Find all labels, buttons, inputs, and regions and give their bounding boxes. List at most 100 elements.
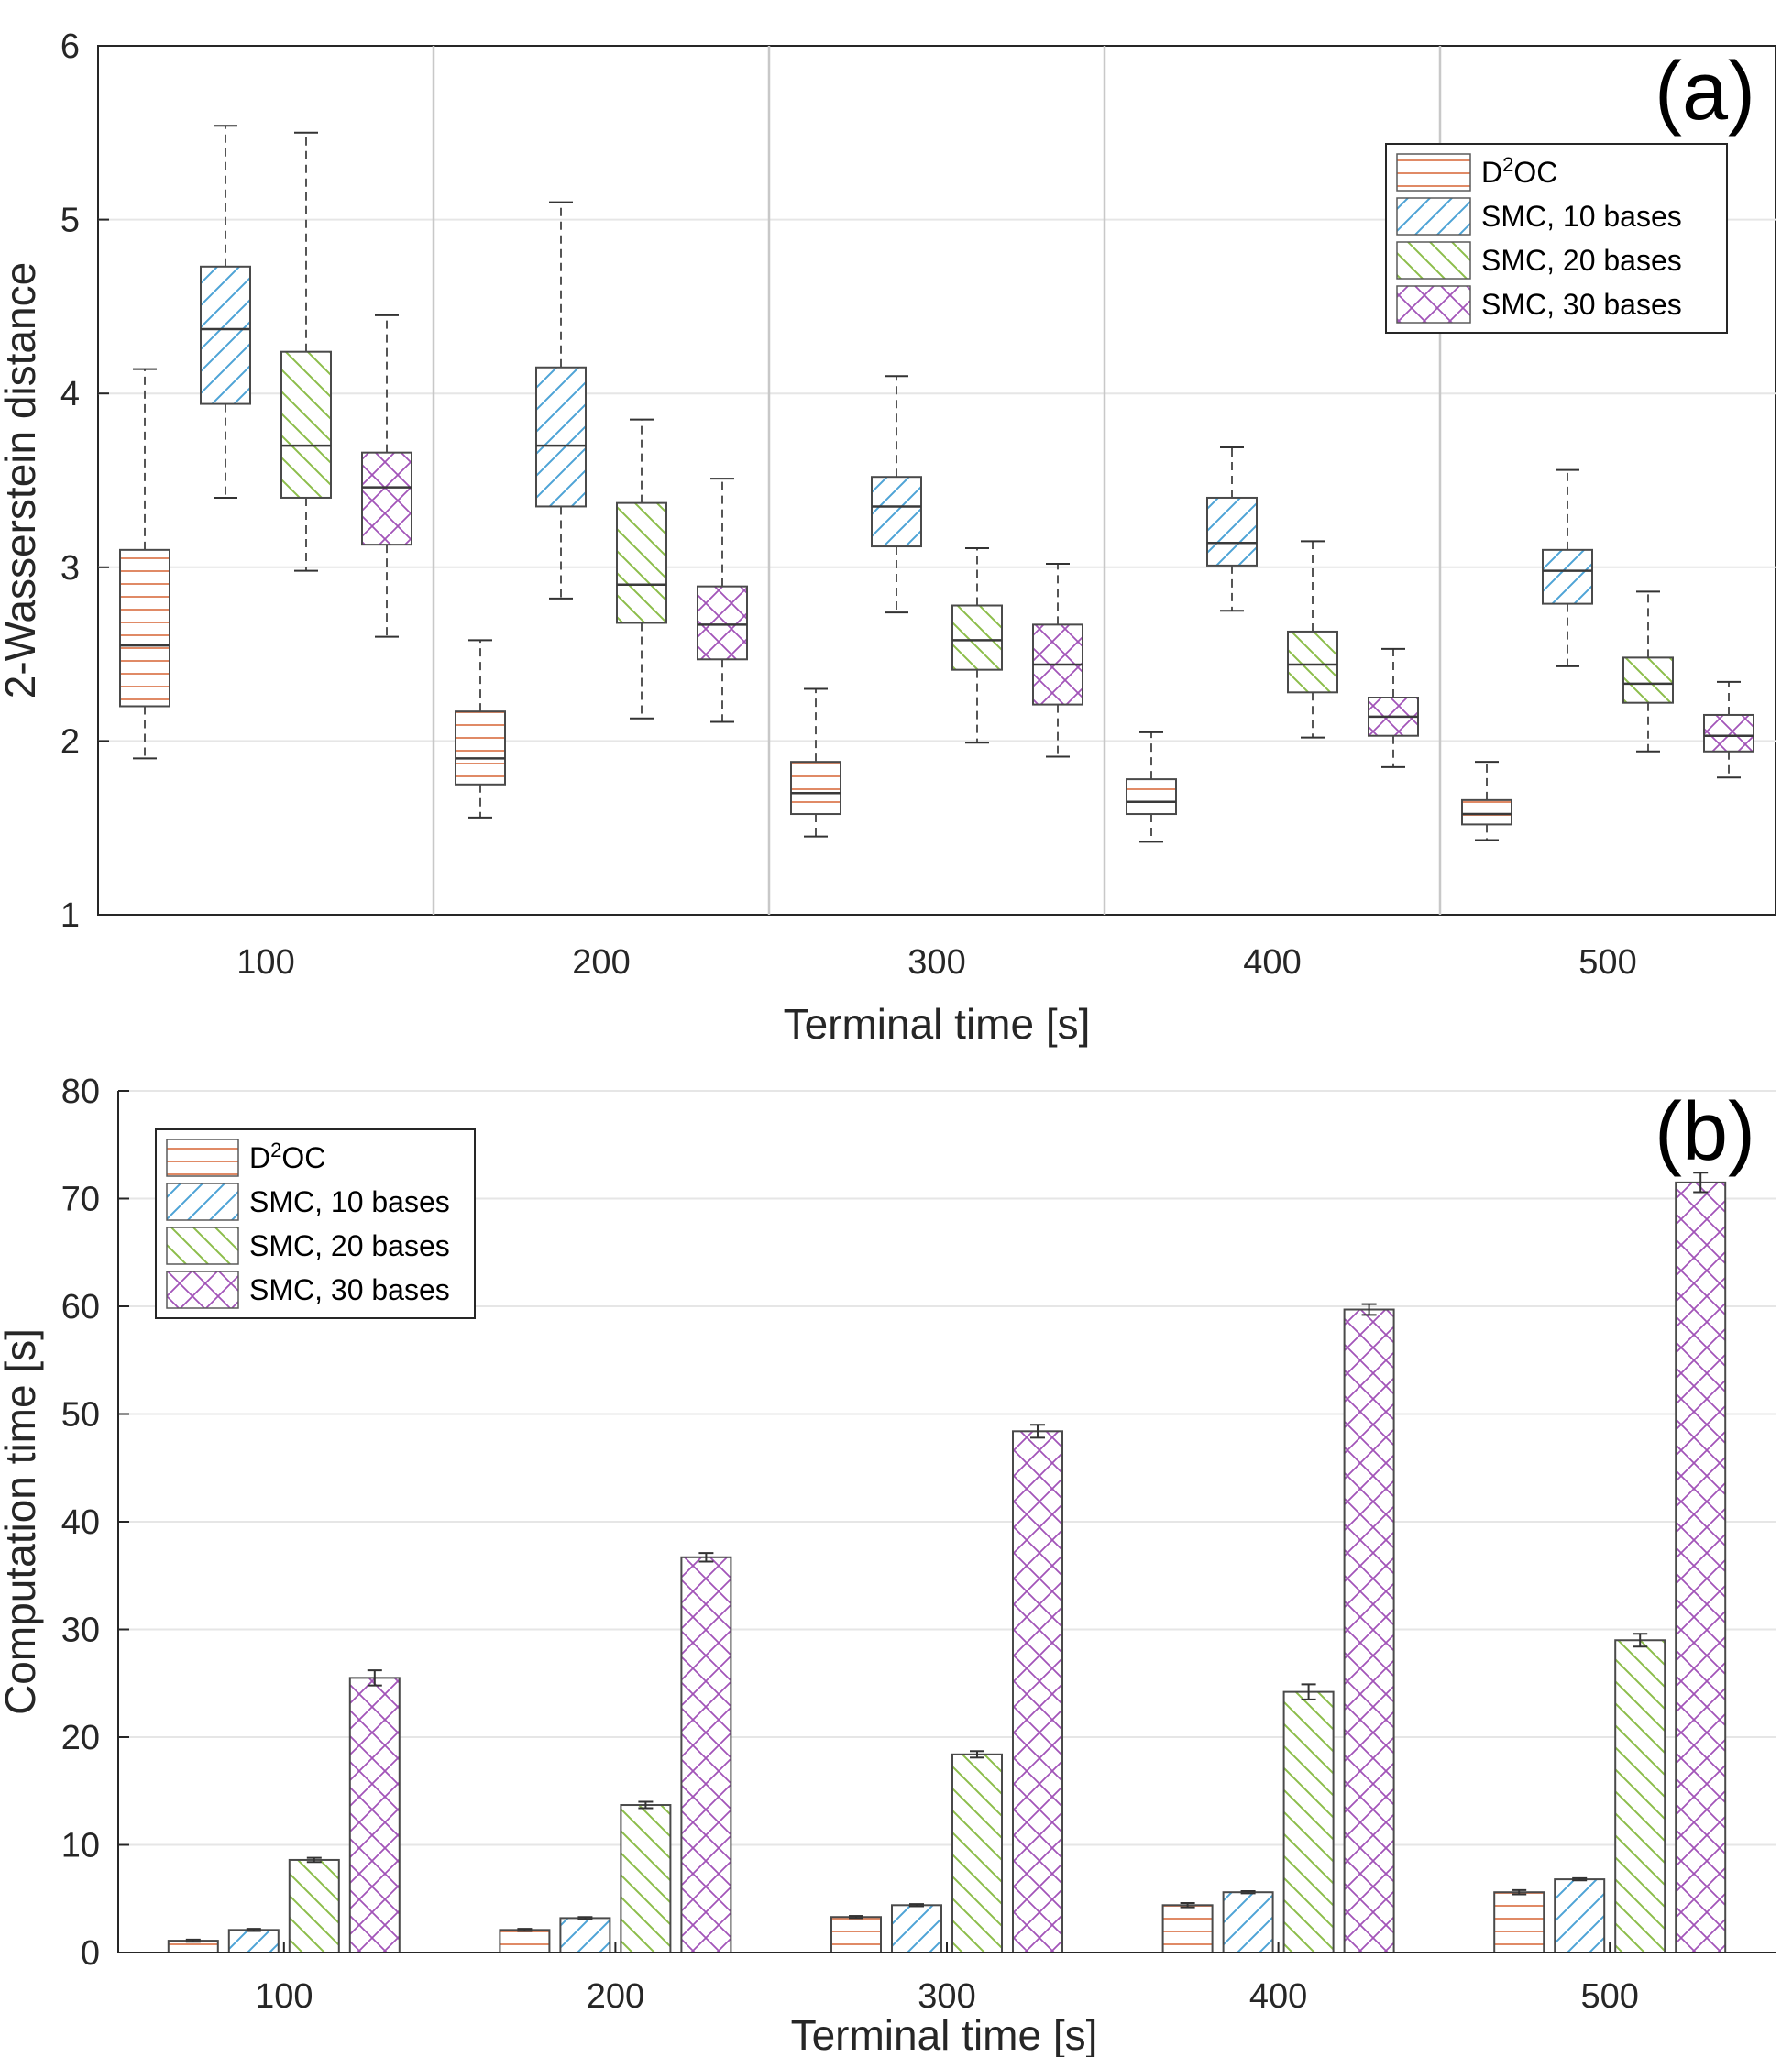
bar-fill: [1343, 1308, 1395, 1953]
legend-swatch-smc-30-bases: [1396, 285, 1471, 324]
x-tick-label: 400: [1243, 943, 1301, 982]
legend-a: D2OC SMC, 10 bases SMC, 20 bases SMC, 30 ba…: [1385, 143, 1728, 334]
bar-smc-10-bases-100: [227, 1928, 280, 1953]
box-smc-20-bases-400: [1287, 540, 1338, 739]
panel-label-b: (b): [1655, 1086, 1755, 1178]
legend-swatch-d2oc: [166, 1138, 239, 1177]
box-smc-10-bases-400: [1206, 446, 1258, 612]
x-tick-label: 500: [1580, 1977, 1638, 2016]
y-tick-label: 2: [60, 722, 80, 761]
box-iqr: [951, 604, 1003, 671]
bar-d2oc-400: [1161, 1901, 1214, 1954]
bar-fill: [1675, 1181, 1727, 1953]
bar-smc-20-bases-500: [1614, 1633, 1666, 1953]
bar-fill: [1493, 1891, 1545, 1953]
bar-smc-10-bases-200: [559, 1916, 611, 1953]
bar-fill: [227, 1929, 280, 1953]
box-smc-30-bases-400: [1368, 647, 1419, 768]
x-axis-label-a: Terminal time [s]: [784, 1000, 1091, 1048]
bar-smc-30-bases-100: [348, 1669, 401, 1953]
x-tick-label: 100: [255, 1977, 313, 2016]
box-iqr: [1542, 548, 1593, 605]
box-iqr: [616, 501, 667, 624]
box-smc-30-bases-200: [697, 478, 748, 723]
y-tick-label: 70: [61, 1181, 100, 1219]
legend-swatch-smc-20-bases: [1396, 241, 1471, 280]
legend-b: D2OC SMC, 10 bases SMC, 20 bases SMC, 30 ba…: [155, 1128, 476, 1319]
box-iqr: [200, 265, 251, 405]
box-smc-10-bases-100: [200, 125, 251, 499]
box-smc-20-bases-200: [616, 418, 667, 720]
y-tick-label: 5: [60, 202, 80, 240]
x-tick-label: 100: [236, 943, 294, 982]
legend-label-smc-30-bases: SMC, 30 bases: [249, 1273, 450, 1306]
box-d2oc-100: [119, 368, 170, 760]
bar-smc-30-bases-500: [1675, 1172, 1727, 1953]
bar-smc-10-bases-300: [891, 1903, 942, 1954]
box-d2oc-500: [1461, 761, 1512, 842]
boxes-a: [119, 125, 1754, 843]
legend-label-smc-20-bases: SMC, 20 bases: [1481, 244, 1682, 277]
bar-fill: [1614, 1639, 1666, 1953]
bar-fill: [1161, 1904, 1214, 1954]
box-iqr: [1461, 798, 1512, 826]
box-plot-panel-a: 1 2 3 4 5 6 100 200 300 400 500 2-Wasserstein dis…: [0, 28, 1776, 1048]
box-smc-10-bases-500: [1542, 468, 1593, 667]
bar-d2oc-300: [830, 1915, 882, 1954]
box-smc-30-bases-300: [1032, 563, 1083, 758]
y-tick-label: 4: [60, 375, 80, 413]
box-iqr: [1703, 713, 1754, 753]
legend-swatch-smc-20-bases: [166, 1226, 239, 1265]
x-tick-label: 400: [1249, 1977, 1307, 2016]
bar-smc-20-bases-400: [1282, 1683, 1335, 1954]
box-iqr: [697, 585, 748, 661]
box-iqr: [119, 548, 170, 708]
box-d2oc-400: [1126, 731, 1177, 843]
bar-fill: [951, 1753, 1003, 1954]
box-iqr: [535, 366, 587, 508]
box-smc-30-bases-500: [1703, 680, 1754, 779]
bar-fill: [1222, 1891, 1274, 1953]
bar-fill: [1282, 1690, 1335, 1954]
bar-fill: [680, 1556, 732, 1954]
y-axis-label-b: Computation time [s]: [0, 1328, 44, 1715]
y-tick-label: 3: [60, 549, 80, 588]
bar-fill: [830, 1916, 882, 1954]
box-iqr: [1126, 778, 1177, 816]
box-iqr: [790, 761, 841, 816]
legend-swatch-smc-30-bases: [166, 1270, 239, 1309]
x-tick-label: 300: [918, 1977, 975, 2016]
x-tick-label: 200: [572, 943, 630, 982]
y-tick-label: 6: [60, 28, 80, 66]
panel-label-a: (a): [1655, 46, 1755, 138]
box-smc-20-bases-100: [280, 131, 332, 572]
box-iqr: [280, 350, 332, 499]
x-axis-b: 100 200 300 400 500: [255, 1942, 1639, 2016]
box-d2oc-300: [790, 688, 841, 838]
bar-smc-10-bases-400: [1222, 1890, 1274, 1953]
box-smc-10-bases-300: [871, 375, 922, 614]
y-tick-label: 30: [61, 1612, 100, 1650]
grid-a: [98, 218, 1776, 742]
box-smc-20-bases-300: [951, 546, 1003, 744]
bar-smc-10-bases-500: [1554, 1876, 1606, 1954]
legend-label-smc-20-bases: SMC, 20 bases: [249, 1229, 450, 1262]
y-tick-label: 50: [61, 1396, 100, 1435]
x-tick-label: 200: [587, 1977, 644, 2016]
bar-smc-30-bases-200: [680, 1552, 732, 1954]
bar-smc-30-bases-400: [1343, 1303, 1395, 1953]
bar-smc-20-bases-200: [620, 1800, 672, 1954]
bar-smc-20-bases-300: [951, 1750, 1003, 1954]
bar-d2oc-200: [499, 1928, 551, 1953]
legend-swatch-smc-10-bases: [1396, 197, 1471, 236]
x-axis-a: 100 200 300 400 500: [236, 943, 1636, 982]
legend-swatch-smc-10-bases: [166, 1182, 239, 1221]
box-iqr: [1287, 630, 1338, 694]
y-axis-a: 1 2 3 4 5 6: [60, 28, 109, 935]
box-smc-20-bases-500: [1622, 590, 1674, 753]
bars-b: [167, 1172, 1727, 1954]
y-tick-label: 80: [61, 1072, 100, 1111]
box-d2oc-200: [455, 639, 506, 819]
x-tick-label: 300: [907, 943, 965, 982]
